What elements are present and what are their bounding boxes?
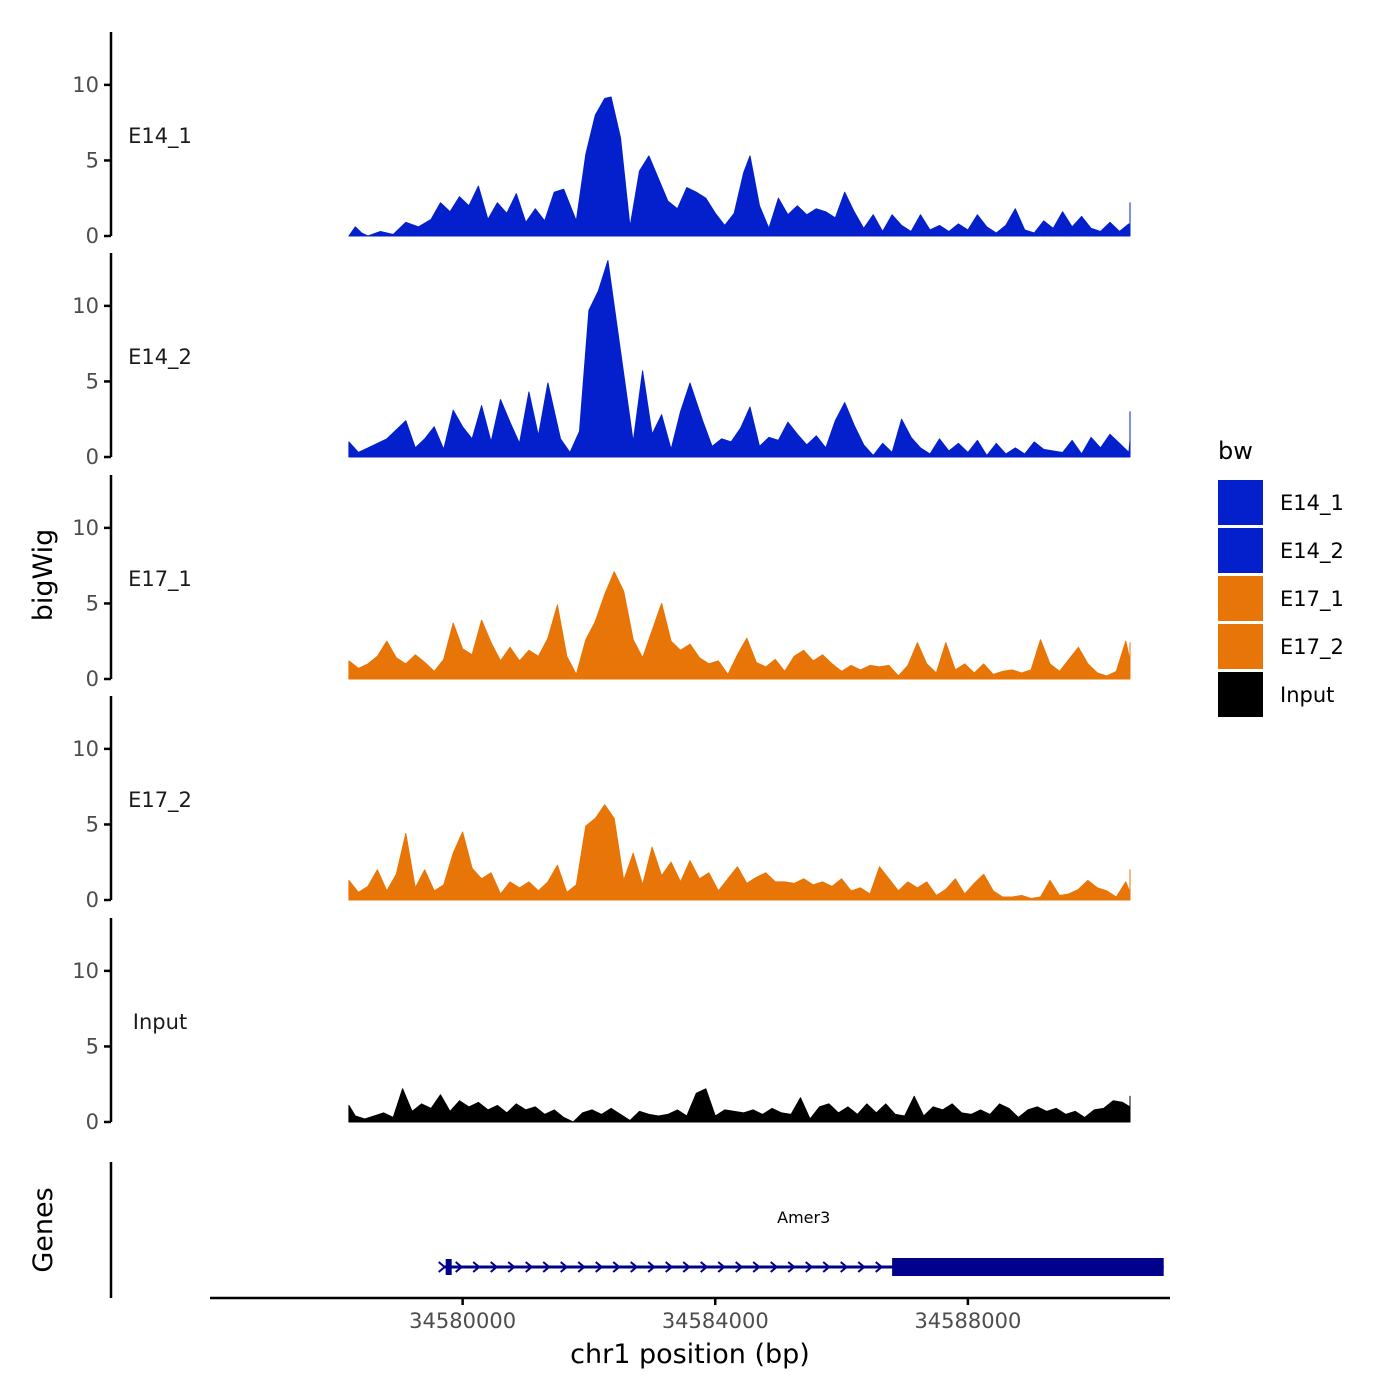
y-tick-label: 0 [86, 224, 99, 248]
legend-item: Input [1218, 672, 1334, 717]
strand-arrow [787, 1261, 796, 1273]
legend-swatch [1218, 528, 1263, 573]
x-ticks: 34580000 34584000 34588000 [409, 1298, 1021, 1333]
strand-arrow [595, 1261, 604, 1273]
y-tick-label: 10 [72, 737, 99, 761]
track-panel-input: 0 5 10 Input [72, 918, 1131, 1134]
strand-arrow [875, 1261, 884, 1273]
strand-arrow [682, 1261, 691, 1273]
legend-item: E14_1 [1218, 480, 1344, 525]
strand-arrow [542, 1261, 551, 1273]
strand-arrow [647, 1261, 656, 1273]
track-label: E17_2 [128, 788, 192, 813]
x-axis-title: chr1 position (bp) [570, 1339, 810, 1370]
track-label: E14_1 [128, 124, 192, 149]
legend-items: E14_1 E14_2 E17_1 E17_2 Input [1218, 480, 1344, 717]
track-label: E14_2 [128, 345, 192, 370]
y-tick-label: 10 [72, 516, 99, 540]
coverage-area-e14-1 [348, 96, 1131, 237]
strand-arrow [805, 1261, 814, 1273]
y-tick-label: 0 [86, 1110, 99, 1134]
track-panel-e17-1: 0 5 10 E17_1 [72, 475, 1131, 691]
y-tick-label: 5 [86, 1034, 99, 1058]
strand-arrow [752, 1261, 761, 1273]
legend-item: E17_2 [1218, 624, 1344, 669]
genes-axis-title: Genes [28, 1187, 59, 1272]
strand-arrow [770, 1261, 779, 1273]
y-tick-label: 5 [86, 812, 99, 836]
x-axis: 34580000 34584000 34588000 chr1 position (… [210, 1296, 1170, 1370]
strand-arrow [438, 1261, 447, 1273]
strand-arrow [857, 1261, 866, 1273]
legend-label: E14_2 [1280, 539, 1344, 564]
legend-swatch [1218, 480, 1263, 525]
y-axis-title: bigWig [28, 529, 59, 622]
legend-swatch [1218, 624, 1263, 669]
strand-arrow [490, 1261, 499, 1273]
y-tick-label: 0 [86, 888, 99, 912]
y-tick-label: 5 [86, 369, 99, 393]
y-tick-label: 5 [86, 591, 99, 615]
x-tick-label: 34580000 [409, 1309, 516, 1333]
coverage-area-e14-2 [348, 260, 1131, 458]
coverage-area-e17-2 [348, 804, 1131, 901]
strand-arrow [700, 1261, 709, 1273]
x-tick-label: 34588000 [914, 1309, 1021, 1333]
y-tick-label: 10 [72, 959, 99, 983]
x-tick-label: 34584000 [662, 1309, 769, 1333]
strand-arrow [717, 1261, 726, 1273]
strand-arrow [472, 1261, 481, 1273]
legend-label: Input [1280, 683, 1334, 707]
y-tick-label: 10 [72, 294, 99, 318]
coverage-area-input [348, 1088, 1131, 1123]
track-panel-e14-1: 0 5 10 E14_1 [72, 32, 1131, 248]
y-tick-label: 0 [86, 667, 99, 691]
strand-arrow [665, 1261, 674, 1273]
track-panel-e17-2: 0 5 10 E17_2 [72, 696, 1131, 912]
strand-arrow [577, 1261, 586, 1273]
legend-label: E17_2 [1280, 635, 1344, 660]
strand-arrow [840, 1261, 849, 1273]
coverage-area-e17-1 [348, 571, 1131, 680]
legend-label: E17_1 [1280, 587, 1344, 612]
tracks-layer: 0 5 10 E14_1 0 5 10 E14_2 0 5 10 E17_1 0 5 10 E17_2 0 5 10… [72, 32, 1131, 1134]
gene-first-exon [445, 1259, 452, 1275]
strand-arrow [560, 1261, 569, 1273]
track-label: E17_1 [128, 567, 192, 592]
strand-arrow [525, 1261, 534, 1273]
legend-item: E17_1 [1218, 576, 1344, 621]
legend-item: E14_2 [1218, 528, 1344, 573]
strand-arrow [455, 1261, 464, 1273]
gene-model [438, 1258, 1164, 1276]
strand-arrow [507, 1261, 516, 1273]
gene-cds-block [892, 1258, 1164, 1276]
strand-arrow [822, 1261, 831, 1273]
strand-arrow [612, 1261, 621, 1273]
strand-arrow [735, 1261, 744, 1273]
track-label: Input [133, 1010, 187, 1034]
gene-panel: Genes Amer3 [28, 1162, 1164, 1298]
y-tick-label: 5 [86, 148, 99, 172]
legend-label: E14_1 [1280, 491, 1344, 516]
y-tick-label: 0 [86, 445, 99, 469]
legend-swatch [1218, 672, 1263, 717]
legend-swatch [1218, 576, 1263, 621]
gene-label: Amer3 [777, 1208, 830, 1227]
y-tick-label: 10 [72, 73, 99, 97]
legend: bw E14_1 E14_2 E17_1 E17_2 Input [1218, 437, 1344, 717]
legend-title: bw [1218, 437, 1253, 465]
strand-arrow [630, 1261, 639, 1273]
track-panel-e14-2: 0 5 10 E14_2 [72, 253, 1131, 469]
